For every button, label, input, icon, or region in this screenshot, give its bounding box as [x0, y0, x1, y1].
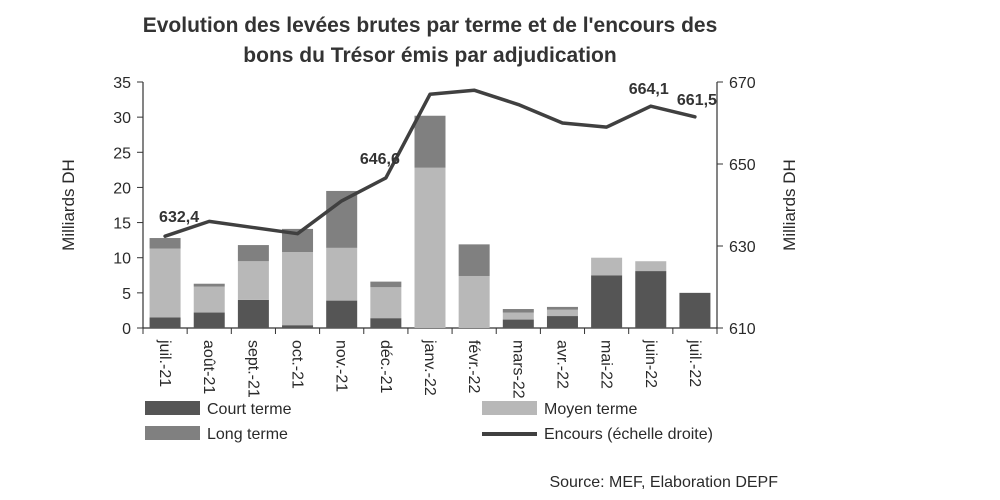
- bar-long-terme: [237, 245, 269, 262]
- legend-label: Long terme: [207, 426, 288, 443]
- bar-moyen-terme: [502, 312, 534, 320]
- bar-long-terme: [149, 238, 181, 249]
- bar-moyen-terme: [546, 309, 578, 317]
- x-tick-label: mars-22: [509, 340, 526, 399]
- y-tick-label: 20: [113, 180, 131, 197]
- bar-court-terme: [591, 275, 623, 328]
- bar-moyen-terme: [193, 286, 225, 313]
- bar-long-terme: [414, 115, 446, 168]
- bar-moyen-terme: [591, 257, 623, 276]
- y-tick-label: 25: [113, 145, 131, 162]
- chart-title-line: bons du Trésor émis par adjudication: [243, 44, 616, 67]
- bar-long-terme: [458, 244, 490, 276]
- data-labels: 632,4 646,6 664,1 661,5: [159, 81, 717, 226]
- source-text: Source: MEF, Elaboration DEPF: [549, 474, 778, 491]
- y2-tick-label: 610: [729, 321, 756, 338]
- x-tick-label: nov.-21: [333, 340, 350, 392]
- encours-polyline: [163, 88, 697, 238]
- bar-court-terme: [679, 292, 711, 328]
- x-tick-label: déc.-21: [377, 340, 394, 393]
- bar-court-terme: [502, 319, 534, 328]
- bar-moyen-terme: [458, 275, 490, 328]
- source-note: Source: MEF, Elaboration DEPF: [549, 474, 778, 491]
- y-tick-label: 35: [113, 75, 131, 92]
- bar-moyen-terme: [414, 167, 446, 328]
- y-axis-title-right: Milliards DH: [780, 159, 799, 251]
- bar-long-terme: [282, 228, 314, 253]
- legend-label: Encours (échelle droite): [544, 426, 713, 443]
- x-tick-label: mai-22: [598, 340, 615, 389]
- bar-moyen-terme: [282, 252, 314, 326]
- legend-label: Court terme: [207, 401, 292, 418]
- encours-line: [163, 88, 697, 238]
- x-tick-label: oct.-21: [289, 340, 306, 389]
- bar-moyen-terme: [237, 261, 269, 300]
- legend-swatch: [482, 401, 537, 415]
- encours-data-label: 661,5: [677, 92, 717, 109]
- legend-swatch: [145, 401, 200, 415]
- x-tick-label: juil.-22: [686, 339, 703, 387]
- bar-moyen-terme: [370, 287, 402, 319]
- y2-tick-label: 650: [729, 157, 756, 174]
- bar-court-terme: [370, 318, 402, 328]
- y-axis-title-left: Milliards DH: [59, 159, 78, 251]
- bar-moyen-terme: [326, 247, 358, 301]
- legend-swatch: [145, 426, 200, 440]
- chart-title: Evolution des levées brutes par terme et…: [143, 14, 718, 67]
- bar-court-terme: [635, 271, 667, 328]
- legend-label: Moyen terme: [544, 401, 637, 418]
- x-tick-label: avr.-22: [553, 340, 570, 389]
- bar-court-terme: [149, 317, 181, 328]
- encours-data-label: 664,1: [629, 81, 669, 98]
- x-tick-label: févr.-22: [465, 340, 482, 393]
- bar-long-terme: [370, 281, 402, 288]
- encours-data-label: 632,4: [159, 209, 199, 226]
- axes: 0 5 10 15 20 25 30 35 610 630 650 670 juil.-21 août-2…: [59, 75, 799, 399]
- bar-moyen-terme: [635, 261, 667, 272]
- y-tick-label: 5: [122, 286, 131, 303]
- bar-court-terme: [282, 325, 314, 328]
- bars: [149, 115, 711, 328]
- legend: Court terme Moyen terme Long terme Encours …: [145, 401, 713, 443]
- x-tick-label: sept.-21: [244, 340, 261, 398]
- x-tick-label: janv.-22: [421, 339, 438, 396]
- bar-court-terme: [546, 316, 578, 328]
- bar-long-terme: [193, 283, 225, 287]
- chart-title-line: Evolution des levées brutes par terme et…: [143, 14, 718, 37]
- bar-court-terme: [193, 312, 225, 328]
- y-tick-label: 30: [113, 110, 131, 127]
- bar-long-terme: [502, 309, 534, 313]
- x-tick-label: juil.-21: [156, 339, 173, 387]
- encours-data-label: 646,6: [360, 151, 400, 168]
- y-tick-label: 10: [113, 251, 131, 268]
- bar-long-terme: [546, 306, 578, 310]
- bar-moyen-terme: [149, 248, 181, 318]
- y-tick-label: 0: [122, 321, 131, 338]
- x-tick-label: août-21: [200, 340, 217, 394]
- y-tick-label: 15: [113, 216, 131, 233]
- y2-tick-label: 670: [729, 75, 756, 92]
- bar-court-terme: [237, 299, 269, 328]
- bar-court-terme: [326, 300, 358, 328]
- x-tick-label: juin-22: [642, 339, 659, 388]
- y2-tick-label: 630: [729, 239, 756, 256]
